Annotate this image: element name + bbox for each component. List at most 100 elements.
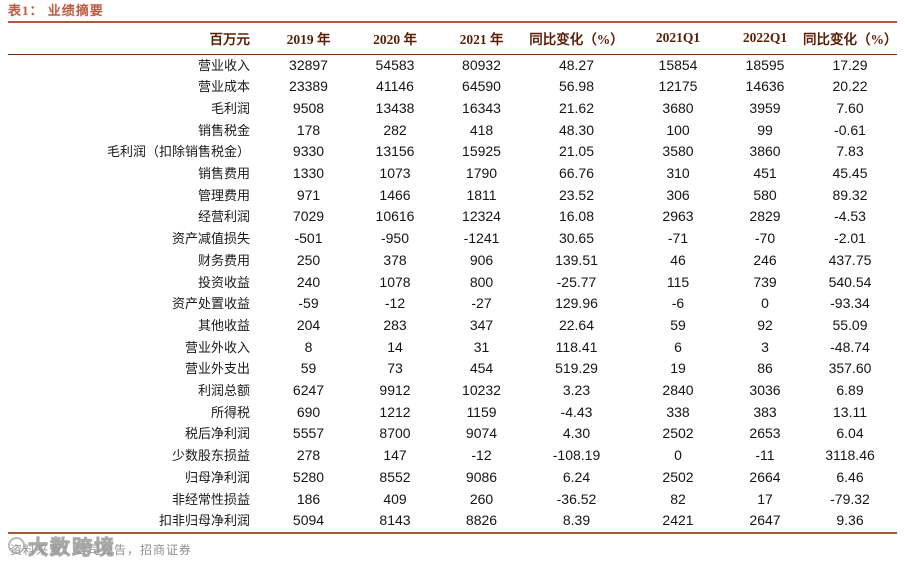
value-cell: 59 [300, 360, 317, 377]
value-cell: 260 [469, 490, 494, 507]
value-cell: 18595 [745, 56, 785, 73]
value-cell: 378 [383, 251, 407, 268]
value-cell: 16.08 [558, 208, 595, 225]
value-cell: -1241 [463, 230, 500, 247]
value-cell: 1466 [379, 186, 411, 203]
value-cell: 2502 [662, 468, 694, 485]
row-label: 营业成本 [197, 79, 250, 95]
value-cell: 10232 [462, 382, 501, 399]
value-cell: 3680 [662, 99, 694, 116]
value-cell: 16343 [462, 99, 501, 116]
value-cell: 1790 [465, 165, 498, 182]
table-row: 资产处置收益 -59 -12 -27 129.96 -6 0 -93.34 [8, 293, 897, 315]
value-cell: 5557 [292, 425, 325, 442]
value-cell: 89.32 [832, 186, 868, 203]
value-cell: 12324 [462, 208, 501, 225]
table-row: 归母净利润 5280 8552 9086 6.24 2502 2664 6.46 [8, 467, 897, 489]
value-cell: -12 [471, 447, 492, 464]
value-cell: -108.19 [552, 447, 601, 464]
table-row: 销售税金 178 282 418 48.30 100 99 -0.61 [8, 120, 897, 142]
row-label: 少数股东损益 [171, 448, 250, 464]
value-cell: 357.60 [828, 360, 872, 377]
table-row: 财务费用 250 378 906 139.51 46 246 437.75 [8, 250, 897, 272]
value-cell: -48.74 [830, 338, 870, 355]
value-cell: 282 [383, 121, 407, 138]
value-cell: -950 [380, 230, 410, 247]
row-label: 非经常性损益 [171, 491, 250, 507]
value-cell: 139.51 [555, 251, 598, 268]
value-cell: 451 [753, 165, 777, 182]
value-cell: 240 [296, 273, 321, 290]
value-cell: 2963 [662, 208, 694, 225]
value-cell: 46 [670, 251, 686, 268]
table-title: 表1： 业绩摘要 [8, 3, 897, 23]
value-cell: -25.77 [556, 273, 597, 290]
value-cell: 8143 [379, 512, 411, 529]
column-header-cell: 2019 年 [286, 32, 331, 48]
value-cell: 32897 [289, 56, 328, 73]
row-label: 归母净利润 [184, 469, 250, 485]
row-label: 资产处置收益 [171, 296, 250, 312]
value-cell: 347 [469, 316, 494, 333]
row-label: 扣非归母净利润 [158, 513, 250, 529]
value-cell: 7.83 [836, 143, 864, 160]
table-row: 销售费用 1330 1073 1790 66.76 310 451 45.45 [8, 163, 897, 185]
value-cell: 3580 [662, 143, 694, 160]
value-cell: -27 [471, 295, 492, 312]
row-label: 资产减值损失 [171, 231, 250, 247]
value-cell: -71 [667, 230, 689, 247]
value-cell: 17.29 [832, 56, 868, 73]
row-label: 营业收入 [197, 57, 250, 73]
value-cell: 17 [757, 490, 773, 507]
value-cell: -93.34 [830, 295, 870, 312]
value-cell: 971 [296, 186, 321, 203]
row-label: 财务费用 [197, 252, 250, 268]
table-row: 营业收入 32897 54583 80932 48.27 15854 18595 17.29 [8, 54, 897, 76]
value-cell: 246 [753, 251, 777, 268]
value-cell: 2421 [662, 512, 694, 529]
value-cell: 3118.46 [825, 447, 875, 464]
value-cell: 13156 [375, 143, 415, 160]
row-label: 税后净利润 [184, 426, 250, 442]
value-cell: 15925 [462, 143, 501, 160]
value-cell: 66.76 [558, 165, 595, 182]
value-cell: -6 [671, 295, 685, 312]
value-cell: -12 [384, 295, 406, 312]
table-row: 其他收益 204 283 347 22.64 59 92 55.09 [8, 315, 897, 337]
value-cell: 12175 [658, 78, 698, 95]
value-cell: 8.39 [562, 512, 591, 529]
value-cell: 5094 [292, 512, 325, 529]
table-row: 非经常性损益 186 409 260 -36.52 82 17 -79.32 [8, 489, 897, 511]
value-cell: 2840 [662, 382, 694, 399]
value-cell: 250 [296, 251, 321, 268]
value-cell: 20.22 [832, 78, 868, 95]
row-label: 投资收益 [197, 274, 250, 290]
column-header-cell: 2022Q1 [742, 30, 788, 46]
value-cell: 7029 [292, 208, 325, 225]
value-cell: 5280 [292, 468, 325, 485]
column-header-cell: 同比变化（%） [529, 32, 624, 48]
value-cell: 80932 [462, 56, 501, 73]
value-cell: -0.61 [834, 121, 866, 138]
value-cell: 31 [473, 338, 490, 355]
unit-header-cell: 百万元 [209, 32, 251, 48]
value-cell: 7.60 [836, 99, 864, 116]
value-cell: 3860 [749, 143, 781, 160]
value-cell: 6.04 [836, 425, 864, 442]
value-cell: 9086 [465, 468, 498, 485]
value-cell: 283 [383, 316, 407, 333]
value-cell: 1330 [292, 165, 325, 182]
value-cell: 6.46 [836, 468, 864, 485]
value-cell: 55.09 [832, 316, 868, 333]
value-cell: 2829 [749, 208, 781, 225]
value-cell: 1212 [379, 403, 411, 420]
value-cell: 418 [469, 121, 494, 138]
value-cell: -59 [298, 295, 319, 312]
table-header-row: 百万元 2019 年 2020 年 2021 年 同比变化（%） 2021Q1 2022Q1… [8, 23, 898, 54]
value-cell: 147 [383, 447, 407, 464]
value-cell: 409 [383, 490, 407, 507]
row-label: 销售费用 [197, 166, 250, 182]
value-cell: 8700 [379, 425, 411, 442]
value-cell: 21.62 [558, 99, 595, 116]
